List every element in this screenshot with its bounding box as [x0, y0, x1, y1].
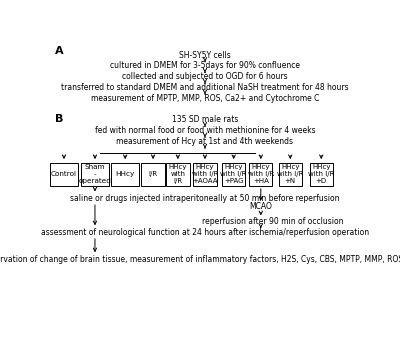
Text: transferred to standard DMEM and additional NaSH treatment for 48 hours: transferred to standard DMEM and additio… [61, 83, 349, 92]
Text: HHcy
with I/R
+N: HHcy with I/R +N [277, 164, 304, 184]
Bar [193, 163, 217, 186]
Text: HHcy: HHcy [116, 171, 135, 177]
Text: measurement of Hcy at 1st and 4th weekends: measurement of Hcy at 1st and 4th weeken… [116, 137, 294, 146]
Bar [142, 163, 165, 186]
Bar [166, 163, 190, 186]
Text: collected and subjected to OGD for 6 hours: collected and subjected to OGD for 6 hou… [122, 72, 288, 81]
Text: I/R: I/R [148, 171, 158, 177]
Bar [222, 163, 245, 186]
Text: cultured in DMEM for 3-5days for 90% confluence: cultured in DMEM for 3-5days for 90% con… [110, 61, 300, 70]
Text: 135 SD male rats: 135 SD male rats [172, 115, 238, 124]
Text: fed with normal food or food with methionine for 4 weeks: fed with normal food or food with methio… [95, 126, 315, 135]
Bar [111, 163, 139, 186]
Text: SH-SY5Y cells: SH-SY5Y cells [179, 51, 231, 59]
Text: Control: Control [51, 171, 77, 177]
Text: observation of change of brain tissue, measurement of inflammatory factors, H2S,: observation of change of brain tissue, m… [0, 255, 400, 263]
Text: HHcy
with I/R
+HA: HHcy with I/R +HA [248, 164, 274, 184]
Text: reperfusion after 90 min of occlusion: reperfusion after 90 min of occlusion [202, 217, 343, 226]
Bar [81, 163, 109, 186]
Bar [50, 163, 78, 186]
Text: HHcy
with I/R
+PAG: HHcy with I/R +PAG [220, 164, 247, 184]
Text: saline or drugs injected intraperitoneally at 50 min before reperfusion: saline or drugs injected intraperitoneal… [70, 194, 340, 203]
Text: measurement of MPTP, MMP, ROS, Ca2+ and Cytochrome C: measurement of MPTP, MMP, ROS, Ca2+ and … [91, 94, 319, 103]
Bar [249, 163, 272, 186]
Bar [279, 163, 302, 186]
Text: HHcy
with I/R
+AOAA: HHcy with I/R +AOAA [192, 164, 218, 184]
Bar [310, 163, 333, 186]
Text: assessment of neurological function at 24 hours after ischemia/reperfusion opera: assessment of neurological function at 2… [41, 227, 369, 237]
Text: Sham
-
operated: Sham - operated [78, 164, 111, 184]
Text: HHcy
with
I/R: HHcy with I/R [169, 164, 187, 184]
Text: HHcy
with I/R
+D: HHcy with I/R +D [308, 164, 334, 184]
Text: MCAO: MCAO [249, 202, 272, 211]
Text: B: B [56, 114, 64, 124]
Text: A: A [56, 46, 64, 56]
